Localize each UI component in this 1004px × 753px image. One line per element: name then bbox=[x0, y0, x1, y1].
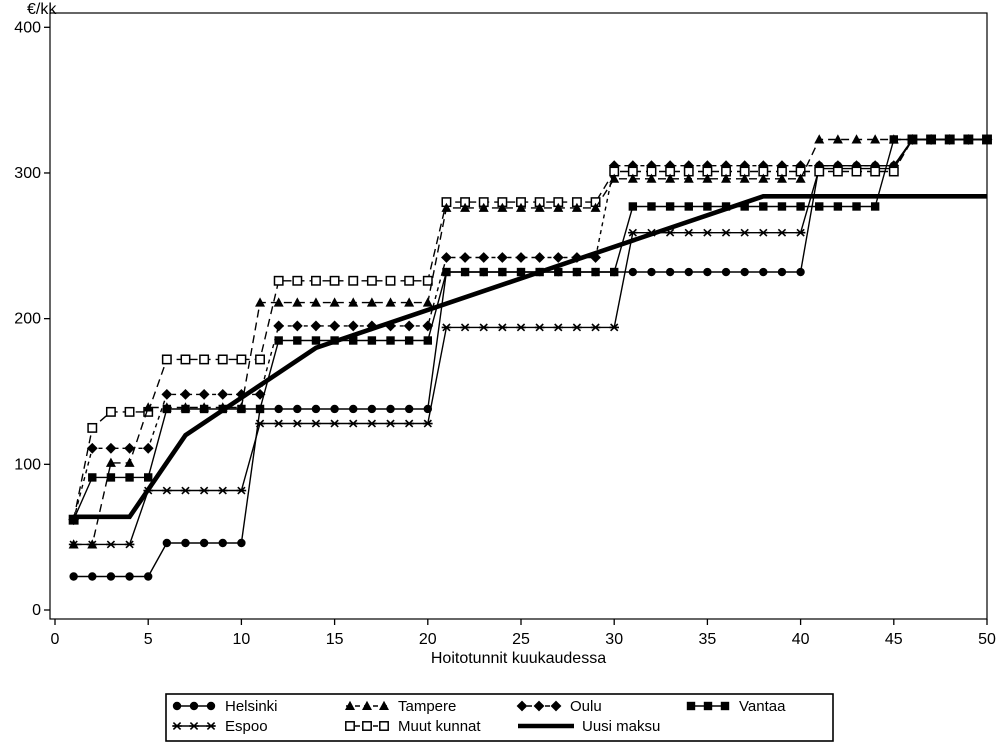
legend-item-muut-kunnat: Muut kunnat bbox=[345, 718, 481, 735]
legend-item-vantaa: Vantaa bbox=[686, 698, 786, 715]
x-axis-title: Hoitotunnit kuukaudessa bbox=[430, 650, 607, 667]
x-tick-label: 50 bbox=[978, 631, 996, 648]
series-muut-kunnat bbox=[68, 134, 992, 525]
x-tick-label: 40 bbox=[792, 631, 810, 648]
x-tick-label: 45 bbox=[885, 631, 903, 648]
legend-item-oulu: Oulu bbox=[516, 698, 602, 715]
y-axis-unit-label: €/kk bbox=[27, 1, 57, 18]
y-tick-label: 100 bbox=[14, 456, 41, 473]
legend-item-espoo: Espoo bbox=[172, 718, 268, 735]
legend-label: Tampere bbox=[398, 698, 456, 715]
x-tick-label: 0 bbox=[51, 631, 60, 648]
x-tick-label: 35 bbox=[699, 631, 717, 648]
plot-frame bbox=[49, 12, 988, 620]
x-tick-label: 10 bbox=[233, 631, 251, 648]
series-oulu bbox=[68, 134, 993, 526]
legend-label: Oulu bbox=[570, 698, 602, 715]
x-tick-label: 25 bbox=[512, 631, 530, 648]
x-tick-label: 5 bbox=[144, 631, 153, 648]
x-tick-label: 15 bbox=[326, 631, 344, 648]
legend-label: Espoo bbox=[225, 718, 268, 735]
series-vantaa bbox=[69, 135, 992, 524]
legend-label: Muut kunnat bbox=[398, 718, 481, 735]
y-tick-label: 200 bbox=[14, 311, 41, 328]
legend-label: Uusi maksu bbox=[582, 718, 660, 735]
y-tick-label: 400 bbox=[14, 19, 41, 36]
y-tick-label: 300 bbox=[14, 165, 41, 182]
legend-item-tampere: Tampere bbox=[345, 698, 456, 715]
legend-item-uusi-maksu: Uusi maksu bbox=[518, 718, 660, 735]
x-tick-label: 30 bbox=[605, 631, 623, 648]
y-tick-label: 0 bbox=[32, 602, 41, 619]
series-uusi-maksu bbox=[73, 194, 987, 520]
legend-label: Helsinki bbox=[225, 698, 278, 715]
legend-item-helsinki: Helsinki bbox=[172, 698, 278, 715]
legend-label: Vantaa bbox=[739, 698, 786, 715]
x-tick-label: 20 bbox=[419, 631, 437, 648]
